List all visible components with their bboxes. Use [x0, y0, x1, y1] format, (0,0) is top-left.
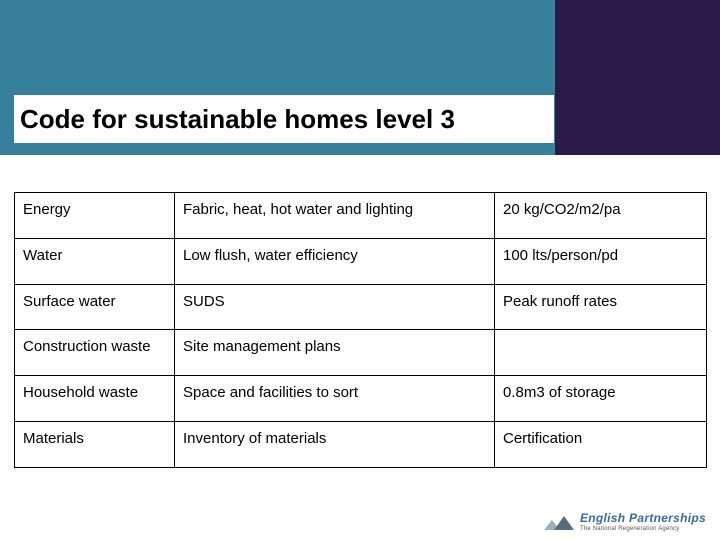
- cell-category: Energy: [15, 193, 175, 239]
- cell-measure: Site management plans: [175, 330, 495, 376]
- title-box: Code for sustainable homes level 3: [14, 95, 554, 143]
- cell-measure: Fabric, heat, hot water and lighting: [175, 193, 495, 239]
- table-row: Energy Fabric, heat, hot water and light…: [15, 193, 707, 239]
- cell-target: 100 lts/person/pd: [495, 238, 707, 284]
- cell-category: Water: [15, 238, 175, 284]
- logo-tagline: The National Regeneration Agency: [580, 526, 706, 532]
- cell-target: Peak runoff rates: [495, 284, 707, 330]
- cell-target: Certification: [495, 421, 707, 467]
- cell-category: Construction waste: [15, 330, 175, 376]
- cell-measure: Space and facilities to sort: [175, 376, 495, 422]
- cell-target: [495, 330, 707, 376]
- page-title: Code for sustainable homes level 3: [20, 104, 455, 135]
- table-row: Household waste Space and facilities to …: [15, 376, 707, 422]
- sustainability-table: Energy Fabric, heat, hot water and light…: [14, 192, 706, 468]
- cell-target: 0.8m3 of storage: [495, 376, 707, 422]
- table-row: Materials Inventory of materials Certifi…: [15, 421, 707, 467]
- footer-logo: English Partnerships The National Regene…: [544, 512, 706, 532]
- table-row: Surface water SUDS Peak runoff rates: [15, 284, 707, 330]
- logo-brand: English Partnerships: [580, 512, 706, 524]
- header-right-block: [555, 0, 720, 155]
- cell-measure: Low flush, water efficiency: [175, 238, 495, 284]
- table: Energy Fabric, heat, hot water and light…: [14, 192, 707, 468]
- logo-text: English Partnerships The National Regene…: [580, 512, 706, 532]
- cell-category: Materials: [15, 421, 175, 467]
- cell-measure: Inventory of materials: [175, 421, 495, 467]
- cell-category: Household waste: [15, 376, 175, 422]
- table-row: Water Low flush, water efficiency 100 lt…: [15, 238, 707, 284]
- cell-target: 20 kg/CO2/m2/pa: [495, 193, 707, 239]
- table-row: Construction waste Site management plans: [15, 330, 707, 376]
- logo-mark-icon: [544, 512, 574, 532]
- cell-category: Surface water: [15, 284, 175, 330]
- cell-measure: SUDS: [175, 284, 495, 330]
